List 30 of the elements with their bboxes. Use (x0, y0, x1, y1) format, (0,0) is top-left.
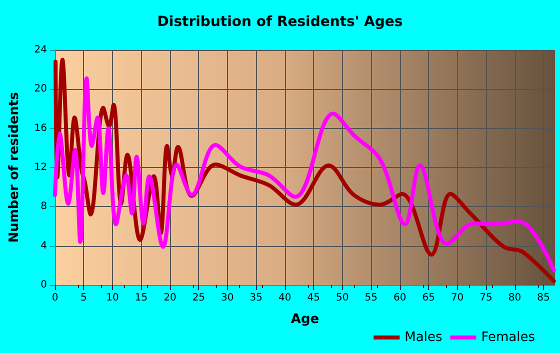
x-tick-label: 60 (393, 292, 406, 304)
legend-label: Females (481, 330, 536, 345)
y-tick-label: 8 (40, 201, 47, 212)
x-tick-label: 20 (164, 292, 176, 304)
x-tick-label: 40 (278, 292, 292, 304)
x-tick-label: 65 (422, 292, 435, 304)
x-tick-label: 45 (307, 292, 320, 304)
y-tick-label: 20 (34, 84, 47, 95)
x-tick-label: 85 (537, 292, 550, 304)
x-tick-label: 15 (134, 292, 148, 304)
y-tick-label: 0 (40, 280, 47, 290)
x-tick-label: 10 (106, 292, 119, 304)
x-tick-label: 5 (80, 292, 87, 304)
x-tick-label: 50 (336, 292, 349, 304)
x-tick-label: 75 (480, 292, 492, 304)
x-tick-label: 0 (52, 292, 58, 304)
legend-label: Males (404, 330, 442, 345)
x-tick-label: 35 (250, 292, 263, 304)
x-axis-title: Age (290, 312, 320, 327)
y-tick-label: 24 (34, 44, 47, 56)
x-tick-label: 80 (508, 292, 522, 304)
y-tick-label: 16 (34, 122, 47, 134)
x-tick-label: 30 (221, 292, 234, 304)
y-axis-title: Number of residents (7, 92, 22, 243)
y-tick-label: 12 (34, 162, 47, 173)
chart-title: Distribution of Residents' Ages (157, 14, 403, 30)
x-tick-label: 70 (450, 292, 464, 304)
x-tick-label: 25 (192, 292, 206, 304)
y-tick-label: 4 (40, 240, 47, 252)
x-tick-label: 55 (364, 292, 378, 304)
